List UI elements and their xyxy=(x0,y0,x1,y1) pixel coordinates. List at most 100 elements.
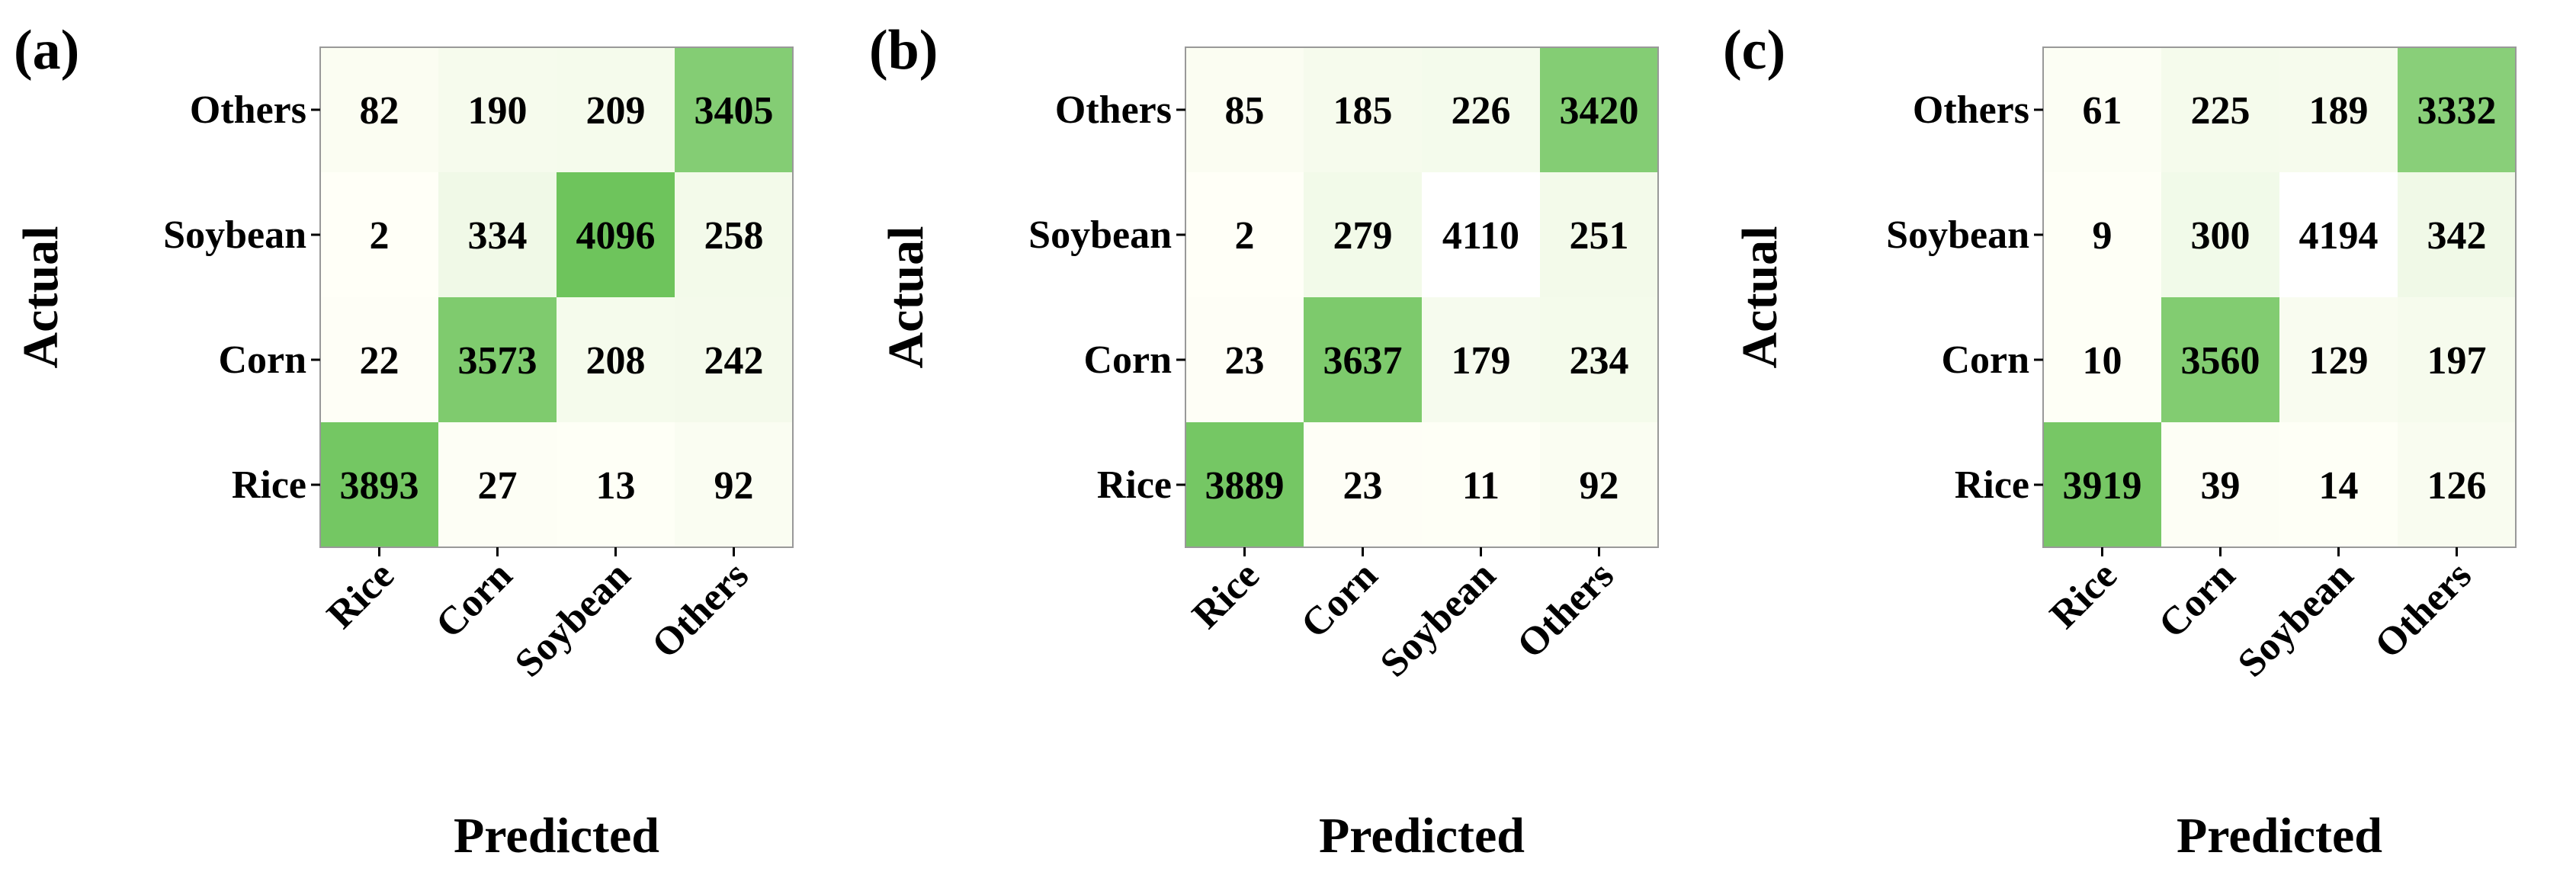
heatmap-cell xyxy=(2279,422,2398,547)
panel-label: (c) xyxy=(1723,19,1785,82)
column-label-soybean: Soybean xyxy=(2230,553,2362,685)
confusion-matrix-2: (b) 85 185 226 3420 2 279 4110 251 23 3637 179 234 38… xyxy=(869,19,1659,864)
heatmap-cell xyxy=(2279,297,2398,422)
heatmap-cell xyxy=(1304,47,1422,172)
row-label-rice: Rice xyxy=(1097,463,1172,507)
heatmap-cell xyxy=(438,47,557,172)
cell-value: 14 xyxy=(2319,464,2359,508)
cell-value: 3637 xyxy=(1323,339,1403,383)
y-axis-title: Actual xyxy=(13,226,69,369)
heatmap-cell xyxy=(1540,47,1658,172)
column-label-corn: Corn xyxy=(2151,553,2244,646)
cell-value: 3420 xyxy=(1560,89,1639,133)
cell-value: 189 xyxy=(2309,89,2369,133)
cell-value: 10 xyxy=(2083,339,2122,383)
cell-value: 27 xyxy=(478,464,518,508)
cell-value: 3573 xyxy=(458,339,537,383)
heatmap-cell xyxy=(2043,172,2161,297)
row-label-soybean: Soybean xyxy=(163,213,306,257)
cell-value: 342 xyxy=(2427,214,2487,258)
y-axis-title: Actual xyxy=(878,226,934,369)
panel-label: (a) xyxy=(14,19,79,82)
cell-value: 190 xyxy=(468,89,528,133)
cell-value: 4096 xyxy=(576,214,656,258)
row-label-soybean: Soybean xyxy=(1886,213,2029,257)
heatmap-cell xyxy=(320,172,438,297)
heatmap-cell xyxy=(2398,47,2516,172)
cell-value: 225 xyxy=(2191,89,2250,133)
cell-value: 242 xyxy=(704,339,764,383)
heatmap-cell xyxy=(1304,297,1422,422)
cell-value: 3332 xyxy=(2417,89,2497,133)
cell-value: 300 xyxy=(2191,214,2250,258)
heatmap-cell xyxy=(438,422,557,547)
heatmap-cell xyxy=(675,297,793,422)
panel-label: (b) xyxy=(869,19,938,82)
heatmap-cell xyxy=(1540,422,1658,547)
column-label-others: Others xyxy=(2366,553,2480,667)
cell-value: 2 xyxy=(370,214,390,258)
cell-value: 92 xyxy=(714,464,754,508)
cell-value: 4194 xyxy=(2299,214,2379,258)
heatmap-cell xyxy=(2043,297,2161,422)
cell-value: 279 xyxy=(1333,214,1393,258)
heatmap-cell xyxy=(557,47,675,172)
heatmap-cell xyxy=(2161,297,2279,422)
heatmap-cell xyxy=(1422,422,1540,547)
cell-value: 3405 xyxy=(695,89,774,133)
heatmap-cell xyxy=(2279,172,2398,297)
heatmap-cell xyxy=(675,422,793,547)
heatmap-cell xyxy=(1540,297,1658,422)
heatmap-cell xyxy=(320,47,438,172)
heatmap-cell xyxy=(2161,47,2279,172)
column-label-others: Others xyxy=(643,553,757,667)
cell-value: 226 xyxy=(1452,89,1511,133)
cell-value: 3919 xyxy=(2063,464,2142,508)
heatmap-cell xyxy=(320,297,438,422)
x-axis-title: Predicted xyxy=(2177,808,2382,864)
cell-value: 129 xyxy=(2309,339,2369,383)
cell-value: 92 xyxy=(1580,464,1619,508)
heatmap-cell xyxy=(2398,422,2516,547)
cell-value: 258 xyxy=(704,214,764,258)
confusion-matrix-1: (a) 82 190 209 3405 2 334 4096 258 22 3573 208 242 38… xyxy=(13,19,794,864)
heatmap-cell xyxy=(320,422,438,547)
cell-value: 251 xyxy=(1570,214,1629,258)
row-label-corn: Corn xyxy=(218,338,306,382)
cell-value: 334 xyxy=(468,214,528,258)
heatmap-cell xyxy=(438,172,557,297)
cell-value: 11 xyxy=(1462,464,1500,508)
heatmap-cell xyxy=(557,297,675,422)
heatmap-cell xyxy=(2398,172,2516,297)
cell-value: 39 xyxy=(2201,464,2241,508)
row-label-rice: Rice xyxy=(232,463,306,507)
cell-value: 2 xyxy=(1235,214,1255,258)
cell-value: 126 xyxy=(2427,464,2487,508)
heatmap-cell xyxy=(1422,297,1540,422)
column-label-corn: Corn xyxy=(428,553,521,646)
row-label-others: Others xyxy=(1055,88,1172,132)
cell-value: 179 xyxy=(1452,339,1511,383)
cell-value: 82 xyxy=(360,89,399,133)
cell-value: 234 xyxy=(1570,339,1629,383)
cell-value: 3560 xyxy=(2181,339,2260,383)
matrix-frame xyxy=(1185,46,1659,548)
cell-value: 85 xyxy=(1225,89,1265,133)
heatmap-cell xyxy=(675,172,793,297)
y-axis-title: Actual xyxy=(1732,226,1788,369)
heatmap-cell xyxy=(2279,47,2398,172)
row-label-others: Others xyxy=(1913,88,2029,132)
row-label-rice: Rice xyxy=(1955,463,2029,507)
heatmap-cell xyxy=(1185,47,1304,172)
heatmap-cell xyxy=(1304,422,1422,547)
cell-value: 3893 xyxy=(340,464,419,508)
cell-value: 9 xyxy=(2093,214,2112,258)
cell-value: 197 xyxy=(2427,339,2487,383)
column-label-others: Others xyxy=(1509,553,1622,667)
cell-value: 4110 xyxy=(1442,214,1519,258)
heatmap-cell xyxy=(557,172,675,297)
confusion-matrix-3: (c) 61 225 189 3332 9 300 4194 342 10 3560 129 197 39… xyxy=(1723,19,2517,864)
cell-value: 61 xyxy=(2083,89,2122,133)
heatmap-cell xyxy=(557,422,675,547)
